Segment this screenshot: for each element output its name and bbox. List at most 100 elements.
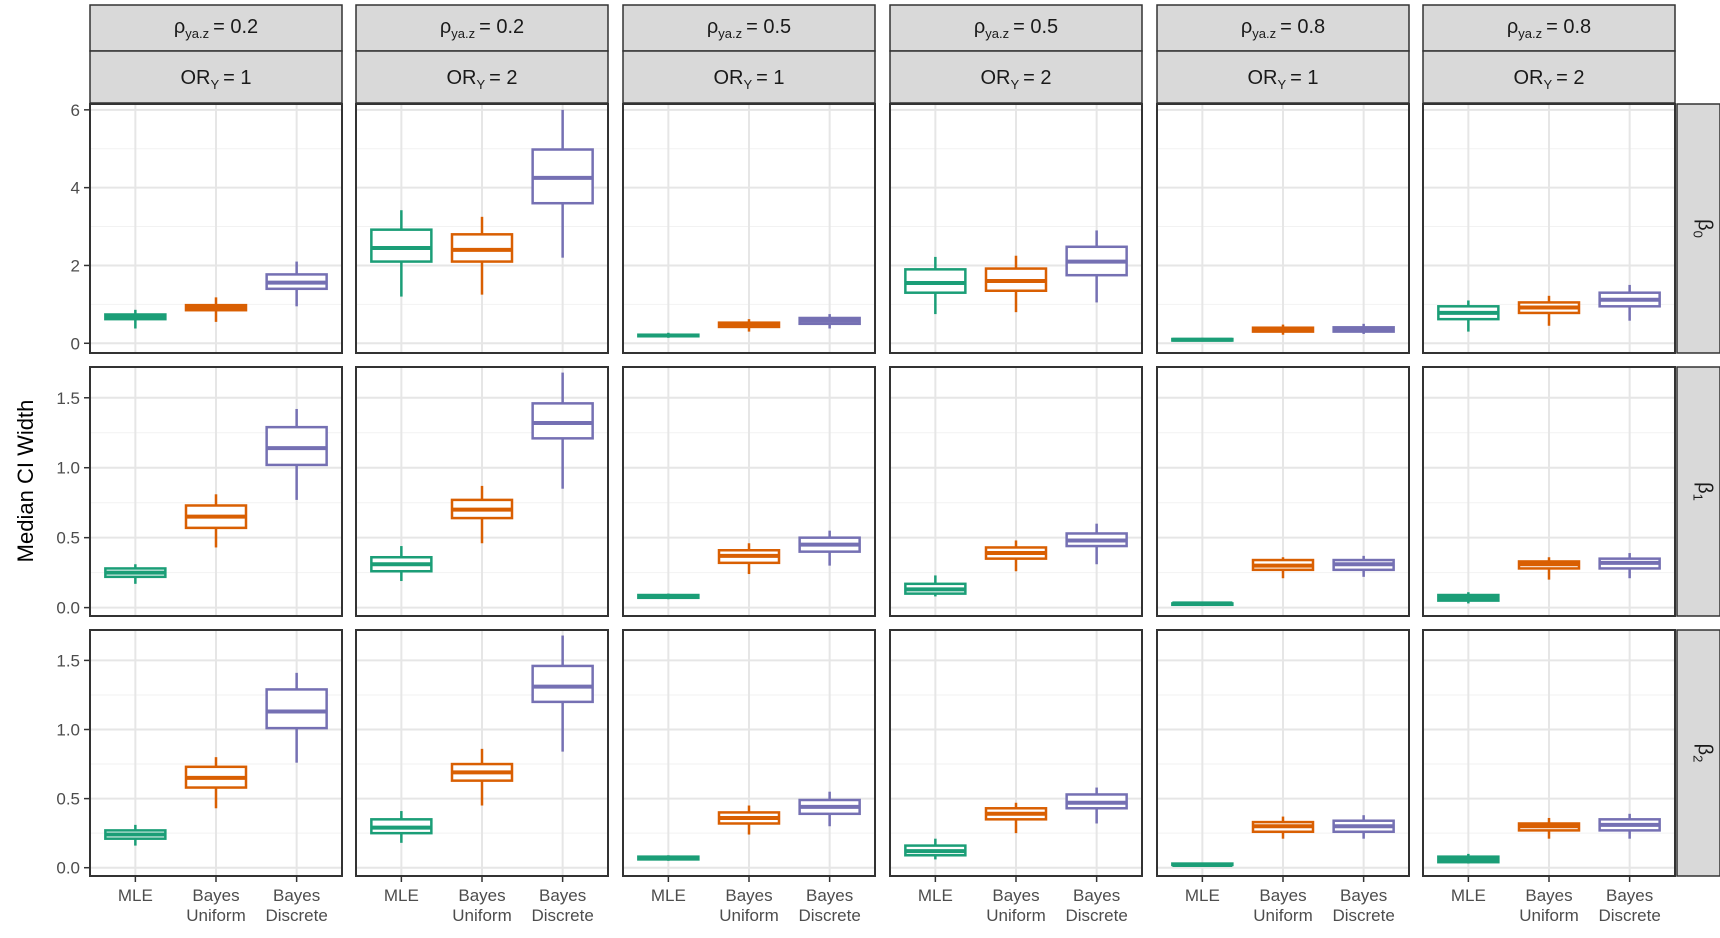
x-axes: MLE Bayes Uniform Bayes Discrete MLE Bayes Unif… [118, 876, 1661, 925]
panel-r2-c3 [889, 629, 1143, 877]
x-tick-label-c1-k2: Bayes Discrete [531, 886, 593, 925]
box-r1-c5-k1 [1517, 557, 1581, 580]
strip-or-0 [89, 50, 343, 104]
y-tick-label-r1-2: 1.0 [56, 459, 80, 478]
box-r2-c4-k2 [1332, 815, 1395, 839]
box-r0-c4-k1 [1251, 324, 1315, 335]
box-r2-c2-k0 [637, 855, 700, 861]
panel-r1-c0 [89, 366, 343, 617]
y-tick-label-r1-0: 0.0 [56, 599, 80, 618]
strip-or-3 [889, 50, 1143, 104]
iqr-box [531, 402, 594, 440]
box-r0-c2-k0 [637, 332, 700, 338]
box-r1-c2-k2 [798, 530, 861, 566]
panel-r1-c5 [1422, 366, 1676, 617]
y-tick-label-r0-1: 2 [71, 256, 80, 275]
y-tick-label-r0-0: 0 [71, 334, 80, 353]
panel-border [622, 103, 876, 354]
box-r0-c2-k1 [717, 319, 781, 332]
box-r1-c3-k0 [904, 575, 967, 597]
panel-r0-c5 [1422, 103, 1676, 354]
panel-border [355, 366, 609, 617]
panel-border [1422, 103, 1676, 354]
box-r2-c1-k0 [370, 811, 433, 843]
box-r0-c1-k1 [450, 216, 514, 295]
panel-border [89, 103, 343, 354]
strip-rho-2 [622, 4, 876, 52]
panel-border [889, 366, 1143, 617]
box-r2-c4-k1 [1251, 816, 1315, 839]
y-axes: 0 2 4 6 0.0 0.5 1.0 1.5 0.0 0.5 1.0 1.5 [56, 101, 90, 878]
panel-r0-c0 [89, 103, 343, 354]
column-strips: ρya.z = 0.2 ORY = 1 ρya.z = 0.2 ORY = 2 ρya.z = 0… [89, 4, 1676, 104]
box-r2-c3-k1 [984, 802, 1048, 834]
box-r2-c5-k2 [1598, 813, 1661, 839]
box-r1-c0-k1 [184, 494, 248, 548]
box-r1-c5-k0 [1437, 592, 1500, 604]
row-strip-label-1: β1 [1691, 482, 1716, 501]
strip-rho-label-0: ρya.z = 0.2 [174, 16, 258, 41]
panel-border [1422, 366, 1676, 617]
y-tick-label-r1-3: 1.5 [56, 389, 80, 408]
x-tick-label-c1-k1: Bayes Uniform [452, 886, 512, 925]
box-r1-c3-k1 [984, 540, 1048, 572]
box-r0-c3-k1 [984, 255, 1048, 313]
box-r2-c1-k2 [531, 635, 594, 752]
strip-or-5 [1422, 50, 1676, 104]
x-tick-label-c4-k1: Bayes Uniform [1253, 886, 1313, 925]
box-r1-c4-k0 [1171, 601, 1234, 607]
iqr-box [265, 688, 328, 730]
y-axis-title: Median CI Width [13, 400, 38, 563]
box-r1-c1-k2 [531, 372, 594, 489]
panel-border [1156, 103, 1410, 354]
panel-r1-c4 [1156, 366, 1410, 617]
box-r2-c0-k1 [184, 757, 248, 809]
iqr-box [370, 228, 433, 263]
x-tick-label-c2-k1: Bayes Uniform [719, 886, 779, 925]
x-tick-label-c2-k0: MLE [651, 886, 686, 905]
x-tick-label-c3-k2: Bayes Discrete [1065, 886, 1127, 925]
box-r1-c3-k2 [1065, 523, 1128, 565]
box-r2-c2-k2 [798, 791, 861, 827]
panel-border [355, 103, 609, 354]
box-r2-c3-k2 [1065, 787, 1128, 824]
x-tick-label-c0-k1: Bayes Uniform [186, 886, 246, 925]
box-r0-c0-k1 [184, 297, 248, 322]
box-r0-c5-k1 [1517, 295, 1581, 326]
box-r2-c2-k1 [717, 805, 781, 835]
box-r1-c2-k1 [717, 543, 781, 575]
box-r0-c2-k2 [798, 314, 861, 329]
panel-r2-c0 [89, 629, 343, 877]
x-tick-label-c4-k0: MLE [1185, 886, 1220, 905]
strip-or-label-1: ORY = 2 [446, 67, 517, 92]
strip-or-label-4: ORY = 1 [1247, 67, 1318, 92]
box-r2-c3-k0 [904, 838, 967, 860]
row-strips: β0 β1 β2 [1676, 103, 1720, 877]
panel-r0-c4 [1156, 103, 1410, 354]
y-tick-label-r2-0: 0.0 [56, 859, 80, 878]
box-r2-c5-k0 [1437, 853, 1500, 864]
panel-r2-c5 [1422, 629, 1676, 877]
x-tick-label-c4-k2: Bayes Discrete [1332, 886, 1394, 925]
y-tick-label-r2-2: 1.0 [56, 721, 80, 740]
row-strip-0 [1676, 103, 1720, 354]
row-strip-label-2: β2 [1691, 744, 1716, 763]
box-r2-c0-k2 [265, 672, 328, 763]
panel-r1-c1 [355, 366, 609, 617]
strip-or-label-5: ORY = 2 [1513, 67, 1584, 92]
box-r0-c4-k0 [1171, 337, 1234, 342]
box-r1-c5-k2 [1598, 553, 1661, 579]
box-r1-c4-k1 [1251, 557, 1315, 579]
box-r0-c1-k0 [370, 210, 433, 297]
x-tick-label-c0-k2: Bayes Discrete [265, 886, 327, 925]
panel-border [889, 103, 1143, 354]
strip-rho-0 [89, 4, 343, 52]
x-tick-label-c2-k2: Bayes Discrete [798, 886, 860, 925]
x-tick-label-c3-k1: Bayes Uniform [986, 886, 1046, 925]
panel-r0-c3 [889, 103, 1143, 354]
x-tick-label-c5-k0: MLE [1451, 886, 1486, 905]
strip-or-2 [622, 50, 876, 104]
box-r0-c3-k2 [1065, 230, 1128, 303]
panel-r2-c4 [1156, 629, 1410, 877]
panel-r2-c1 [355, 629, 609, 877]
